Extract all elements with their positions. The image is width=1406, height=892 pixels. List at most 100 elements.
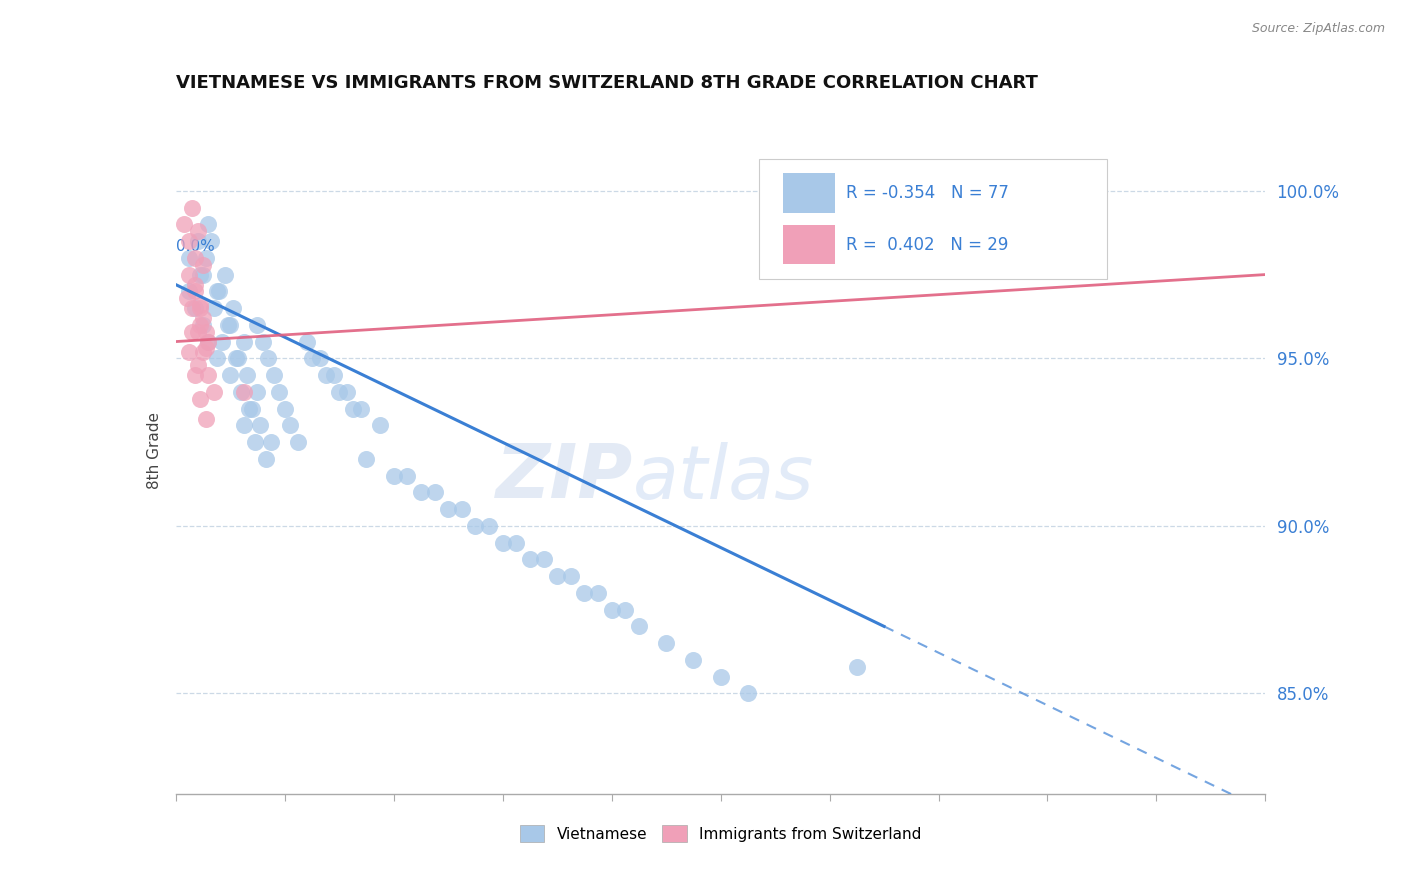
Point xyxy=(382,468,405,483)
Point xyxy=(194,411,217,425)
Point xyxy=(173,217,195,231)
Point xyxy=(252,334,274,349)
Point xyxy=(274,401,297,416)
Point xyxy=(188,301,211,315)
Point xyxy=(614,602,637,616)
Text: atlas: atlas xyxy=(633,442,815,514)
Point xyxy=(560,569,582,583)
Point xyxy=(181,201,204,215)
Point xyxy=(191,311,214,326)
Point xyxy=(191,344,214,359)
Point xyxy=(194,325,217,339)
Point xyxy=(219,318,242,332)
Point xyxy=(228,351,250,366)
Point xyxy=(232,418,254,433)
Point xyxy=(574,586,596,600)
Text: ZIP: ZIP xyxy=(496,442,633,515)
Point xyxy=(301,351,323,366)
Point xyxy=(179,234,201,248)
Point xyxy=(205,351,228,366)
Point xyxy=(217,318,239,332)
Point xyxy=(356,451,378,466)
Point xyxy=(202,301,225,315)
Point xyxy=(191,318,214,332)
FancyBboxPatch shape xyxy=(783,225,835,264)
Point xyxy=(396,468,419,483)
Text: Source: ZipAtlas.com: Source: ZipAtlas.com xyxy=(1251,22,1385,36)
Point xyxy=(181,325,204,339)
Y-axis label: 8th Grade: 8th Grade xyxy=(146,412,162,489)
Point xyxy=(191,258,214,272)
Point xyxy=(176,291,198,305)
Text: 0.0%: 0.0% xyxy=(176,239,215,254)
Point xyxy=(627,619,650,633)
Point xyxy=(478,519,501,533)
Point xyxy=(188,392,211,406)
Point xyxy=(186,224,209,238)
Point xyxy=(336,384,359,399)
Point xyxy=(249,418,271,433)
Point xyxy=(197,334,219,349)
Point xyxy=(322,368,344,382)
Point xyxy=(197,334,219,349)
Point xyxy=(450,502,472,516)
Point xyxy=(710,670,733,684)
Point xyxy=(184,251,207,265)
Point xyxy=(240,401,263,416)
Point xyxy=(202,384,225,399)
Point xyxy=(200,234,222,248)
FancyBboxPatch shape xyxy=(783,173,835,213)
Point xyxy=(194,341,217,355)
Legend: Vietnamese, Immigrants from Switzerland: Vietnamese, Immigrants from Switzerland xyxy=(513,819,928,848)
Point xyxy=(179,344,201,359)
Point xyxy=(232,334,254,349)
Point xyxy=(184,301,207,315)
Point xyxy=(309,351,332,366)
Point xyxy=(222,301,245,315)
Point xyxy=(492,535,515,549)
Point xyxy=(197,368,219,382)
Point xyxy=(246,384,269,399)
Point xyxy=(184,285,207,299)
Point xyxy=(186,234,209,248)
Point xyxy=(219,368,242,382)
Point xyxy=(342,401,364,416)
Point xyxy=(278,418,301,433)
Point xyxy=(269,384,291,399)
Point xyxy=(437,502,460,516)
Point xyxy=(254,451,277,466)
Point xyxy=(423,485,446,500)
Point xyxy=(533,552,555,566)
Point xyxy=(586,586,609,600)
Point xyxy=(315,368,337,382)
Point xyxy=(295,334,318,349)
Point xyxy=(232,384,254,399)
Point xyxy=(179,268,201,282)
Text: R = -0.354   N = 77: R = -0.354 N = 77 xyxy=(846,185,1008,202)
Point xyxy=(231,384,253,399)
Point xyxy=(505,535,527,549)
Point xyxy=(546,569,568,583)
Point xyxy=(263,368,285,382)
Point xyxy=(197,217,219,231)
Point xyxy=(409,485,432,500)
Point xyxy=(188,318,211,332)
Text: R =  0.402   N = 29: R = 0.402 N = 29 xyxy=(846,235,1008,253)
Point xyxy=(260,435,283,450)
Point xyxy=(208,285,231,299)
Point xyxy=(181,301,204,315)
Point xyxy=(238,401,260,416)
Point xyxy=(214,268,236,282)
Point xyxy=(179,285,201,299)
Point xyxy=(225,351,247,366)
Text: VIETNAMESE VS IMMIGRANTS FROM SWITZERLAND 8TH GRADE CORRELATION CHART: VIETNAMESE VS IMMIGRANTS FROM SWITZERLAN… xyxy=(176,74,1038,92)
Point xyxy=(184,277,207,292)
Point xyxy=(600,602,623,616)
Point xyxy=(519,552,541,566)
Point xyxy=(328,384,350,399)
Point xyxy=(368,418,391,433)
Point xyxy=(194,251,217,265)
Point xyxy=(211,334,233,349)
Point xyxy=(188,298,211,312)
Point xyxy=(186,358,209,372)
